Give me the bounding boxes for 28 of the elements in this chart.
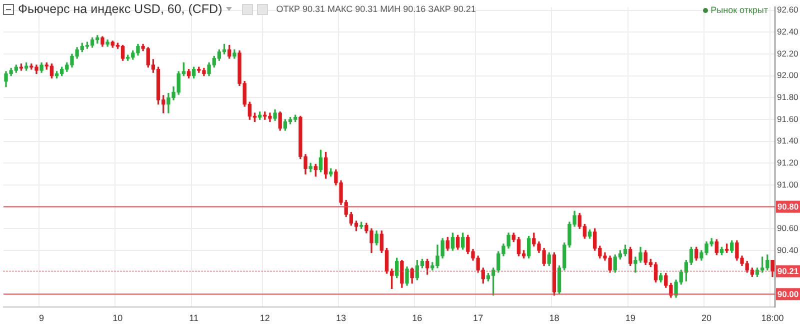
x-tick-label: 12	[260, 313, 270, 324]
x-tick-label: 20	[701, 313, 712, 324]
x-tick-label: 17	[473, 313, 484, 324]
y-tick-label: 90.40	[777, 244, 799, 255]
x-tick-label: 18	[549, 313, 560, 324]
y-tick-label: 92.20	[777, 48, 799, 58]
x-tick-label: 16	[412, 313, 422, 324]
y-tick-label: 91.60	[777, 114, 799, 124]
x-tick-label: 19	[625, 313, 636, 324]
y-tick-label: 91.00	[777, 179, 799, 190]
annotation: Рынок открыт	[710, 5, 768, 15]
ref-line-label: 90.80	[777, 202, 799, 212]
ref-line-label: 90.21	[777, 266, 799, 276]
x-tick-label: 10	[112, 313, 123, 324]
x-tick-label: 13	[336, 313, 346, 324]
y-tick-label: 92.00	[777, 70, 799, 80]
annotation: ОТКР 90.31 МАКС 90.31 МИН 90.16 ЗАКР 90.21	[276, 4, 476, 14]
x-tick-label: 18:00	[761, 313, 784, 324]
chart-title: Фьючерс на индекс USD, 60, (CFD)	[18, 2, 222, 16]
ref-line-label: 90.00	[777, 288, 799, 299]
y-tick-label: 92.60	[777, 4, 799, 15]
x-tick-label: 11	[189, 313, 198, 324]
y-tick-label: 91.80	[777, 92, 799, 102]
y-tick-label: 91.20	[777, 157, 799, 168]
y-tick-label: 92.40	[777, 26, 799, 37]
y-tick-label: 91.40	[777, 136, 799, 146]
x-tick-label: 9	[39, 313, 44, 324]
y-tick-label: 90.60	[777, 222, 799, 233]
